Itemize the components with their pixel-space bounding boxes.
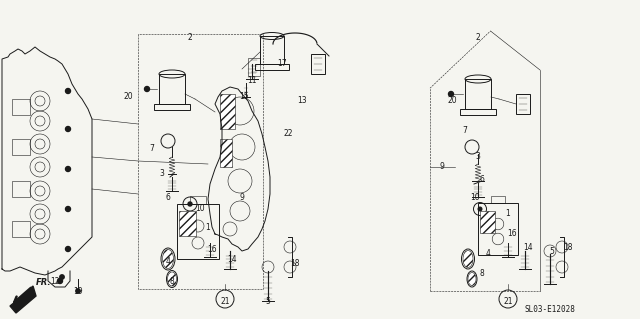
- Circle shape: [65, 167, 70, 172]
- Bar: [12, 99, 30, 115]
- Bar: [12, 181, 30, 197]
- Text: 5: 5: [266, 296, 271, 306]
- Text: 20: 20: [123, 93, 133, 101]
- Text: 14: 14: [227, 255, 237, 263]
- Text: 9: 9: [440, 162, 444, 172]
- Bar: [190, 196, 206, 204]
- Circle shape: [58, 278, 63, 284]
- Text: 12: 12: [51, 277, 60, 286]
- Bar: [12, 139, 30, 155]
- Text: 20: 20: [447, 97, 457, 106]
- Bar: [465, 79, 491, 109]
- Bar: [154, 104, 190, 110]
- Circle shape: [65, 247, 70, 251]
- Circle shape: [449, 92, 454, 97]
- Text: 8: 8: [479, 270, 484, 278]
- Bar: [248, 58, 260, 76]
- Text: 3: 3: [159, 169, 164, 179]
- Text: 18: 18: [291, 259, 300, 269]
- Text: 16: 16: [207, 244, 217, 254]
- Ellipse shape: [463, 250, 473, 268]
- Text: 2: 2: [188, 33, 193, 41]
- Circle shape: [76, 289, 80, 293]
- Bar: [12, 221, 30, 237]
- Text: 7: 7: [150, 145, 154, 153]
- Text: 15: 15: [239, 93, 249, 101]
- Bar: [460, 109, 496, 115]
- Bar: [491, 196, 505, 203]
- Circle shape: [188, 202, 192, 206]
- Bar: [220, 139, 232, 167]
- Circle shape: [478, 207, 482, 211]
- Bar: [177, 204, 219, 258]
- Text: 3: 3: [476, 152, 481, 161]
- Text: 13: 13: [297, 97, 307, 106]
- Ellipse shape: [168, 272, 177, 286]
- Text: 6: 6: [166, 192, 170, 202]
- Text: 8: 8: [170, 277, 174, 286]
- Bar: [311, 54, 325, 74]
- Text: 11: 11: [247, 77, 257, 85]
- Ellipse shape: [163, 249, 173, 269]
- Text: 7: 7: [463, 127, 467, 136]
- Text: 18: 18: [563, 242, 573, 251]
- Circle shape: [60, 275, 64, 279]
- Bar: [480, 211, 495, 233]
- Text: 22: 22: [284, 130, 292, 138]
- Ellipse shape: [468, 272, 476, 286]
- Text: 19: 19: [73, 286, 83, 295]
- Bar: [220, 94, 235, 129]
- Text: 16: 16: [507, 229, 517, 239]
- Bar: [260, 36, 284, 64]
- Circle shape: [145, 86, 150, 92]
- Text: 10: 10: [470, 192, 480, 202]
- Text: 9: 9: [239, 192, 244, 202]
- Bar: [255, 64, 289, 70]
- Bar: [516, 94, 530, 114]
- Circle shape: [65, 206, 70, 211]
- Text: 2: 2: [476, 33, 481, 41]
- Text: 5: 5: [550, 247, 554, 256]
- Bar: [179, 211, 196, 236]
- Polygon shape: [10, 286, 36, 313]
- Text: 6: 6: [479, 174, 484, 183]
- Bar: [159, 74, 185, 104]
- Text: 21: 21: [503, 296, 513, 306]
- Text: 4: 4: [166, 256, 170, 265]
- Text: 17: 17: [277, 60, 287, 69]
- Text: 1: 1: [506, 210, 510, 219]
- Circle shape: [65, 88, 70, 93]
- Circle shape: [65, 127, 70, 131]
- Text: SL03-E12028: SL03-E12028: [525, 305, 575, 314]
- Text: 1: 1: [205, 222, 211, 232]
- Text: 21: 21: [220, 296, 230, 306]
- Text: 10: 10: [195, 204, 205, 213]
- Text: FR.: FR.: [36, 278, 51, 287]
- Text: 4: 4: [486, 249, 490, 258]
- Text: 14: 14: [523, 242, 533, 251]
- Bar: [478, 203, 518, 255]
